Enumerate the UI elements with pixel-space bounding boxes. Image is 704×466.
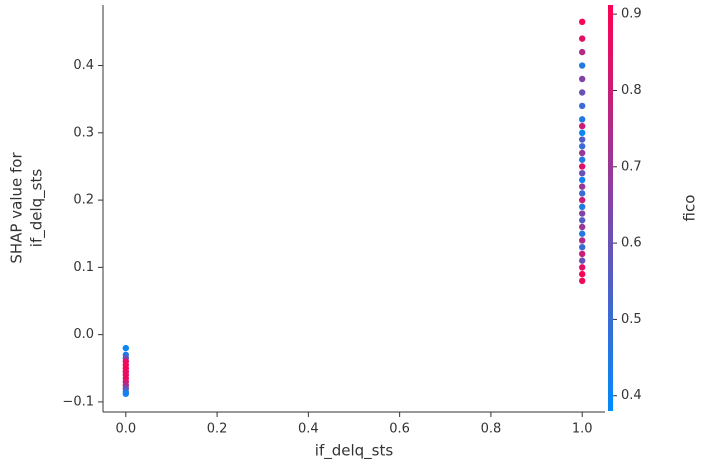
point <box>578 243 586 251</box>
point <box>578 237 586 244</box>
point <box>578 196 586 204</box>
point <box>578 48 586 56</box>
point <box>578 230 586 237</box>
y-tick-label: −0.1 <box>62 394 94 409</box>
x-tick-label: 0.8 <box>481 422 502 437</box>
colorbar-label: fico <box>681 195 699 222</box>
colorbar-tick-label: 0.9 <box>621 7 642 22</box>
point <box>578 190 586 197</box>
point <box>578 156 586 163</box>
y-tick-label: 0.1 <box>73 260 94 275</box>
point <box>578 18 586 26</box>
point <box>578 129 586 137</box>
point <box>122 344 130 352</box>
y-tick-label: 0.4 <box>73 58 94 73</box>
point <box>578 62 586 69</box>
point <box>578 176 586 184</box>
point <box>578 102 586 110</box>
colorbar-tick-label: 0.6 <box>621 236 642 251</box>
point <box>578 210 586 217</box>
point <box>578 163 586 170</box>
x-tick-label: 0.4 <box>298 422 319 437</box>
y-tick-label: 0.3 <box>73 125 94 140</box>
point <box>578 143 586 150</box>
colorbar-tick-label: 0.5 <box>621 312 642 327</box>
point <box>578 264 586 271</box>
point <box>578 89 586 96</box>
y-tick-label: 0.2 <box>73 193 94 208</box>
point <box>578 223 586 231</box>
x-tick-label: 1.0 <box>572 422 593 437</box>
y-tick-label: 0.0 <box>73 327 94 342</box>
x-tick-label: 0.6 <box>389 422 410 437</box>
colorbar <box>608 5 613 411</box>
point <box>578 250 586 258</box>
point <box>578 203 586 211</box>
colorbar-tick-label: 0.7 <box>621 159 642 174</box>
x-axis-label: if_delq_sts <box>315 442 394 461</box>
colorbar-tick-label: 0.4 <box>621 388 642 403</box>
x-tick-label: 0.0 <box>115 422 136 437</box>
point <box>122 390 130 398</box>
point <box>578 217 586 224</box>
point <box>578 270 586 278</box>
point <box>578 35 586 42</box>
point <box>578 183 586 190</box>
point <box>578 169 586 177</box>
point <box>578 75 586 83</box>
point <box>578 122 586 130</box>
point <box>578 257 586 264</box>
point <box>578 149 586 157</box>
point <box>578 136 586 143</box>
y-axis-label: if_delq_sts <box>28 169 47 248</box>
x-tick-label: 0.2 <box>207 422 228 437</box>
point <box>578 116 586 123</box>
y-axis-label: SHAP value for <box>8 152 26 264</box>
colorbar-tick-label: 0.8 <box>621 83 642 98</box>
point <box>578 277 586 285</box>
